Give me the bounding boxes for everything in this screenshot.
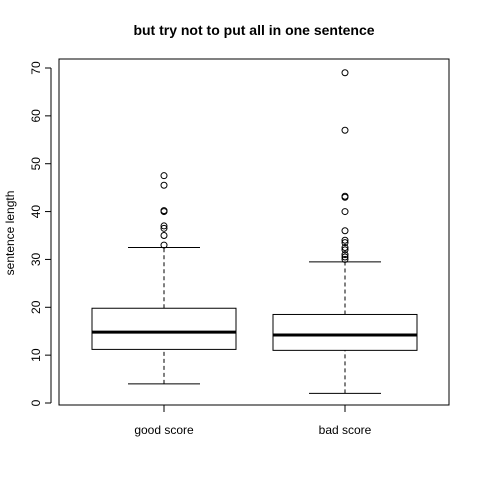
outlier-point <box>341 251 349 259</box>
plot-frame <box>58 58 450 406</box>
outlier-point <box>341 253 349 261</box>
outlier-point <box>341 243 349 251</box>
box-group <box>272 69 418 394</box>
y-tick-label: 70 <box>29 61 43 75</box>
outlier-point <box>160 222 168 230</box>
outlier-point <box>341 246 349 254</box>
outlier-point <box>160 241 168 249</box>
outlier-point <box>341 227 349 235</box>
outlier-point <box>341 208 349 216</box>
boxes <box>91 69 418 394</box>
y-axis: 0 10 20 30 40 50 60 70 <box>29 61 52 406</box>
iqr-box <box>91 307 237 350</box>
x-axis: good score bad score <box>134 404 372 437</box>
chart-title: but try not to put all in one sentence <box>133 22 374 38</box>
outlier-point <box>341 69 349 77</box>
outlier-point <box>341 192 349 200</box>
outlier-point <box>341 236 349 244</box>
outlier-point <box>341 239 349 247</box>
y-tick-label: 30 <box>29 252 43 266</box>
outlier-point <box>341 255 349 263</box>
y-tick-label: 20 <box>29 300 43 314</box>
outlier-point <box>160 181 168 189</box>
y-tick-label: 60 <box>29 109 43 123</box>
box-group <box>91 172 237 385</box>
y-tick-label: 10 <box>29 348 43 362</box>
outlier-point <box>160 172 168 180</box>
y-tick-label: 0 <box>29 399 43 406</box>
y-axis-label: sentence length <box>3 191 17 276</box>
outlier-point <box>160 232 168 239</box>
x-tick-label: bad score <box>319 423 372 437</box>
y-tick-label: 50 <box>29 157 43 171</box>
y-tick-label: 40 <box>29 205 43 219</box>
outlier-point <box>160 224 168 232</box>
iqr-box <box>272 313 418 351</box>
outlier-point <box>341 126 349 134</box>
x-tick-label: good score <box>134 423 194 437</box>
outlier-point <box>160 207 168 215</box>
